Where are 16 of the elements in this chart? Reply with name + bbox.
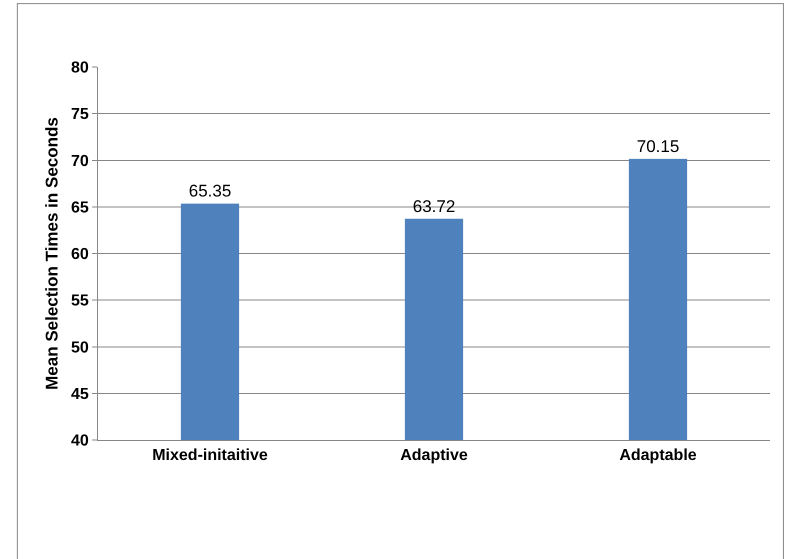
y-tick-label: 60 [71, 246, 89, 264]
y-tick-label: 70 [71, 152, 89, 170]
data-label: 63.72 [412, 196, 456, 216]
y-tick-label: 45 [71, 386, 89, 403]
x-tick-label: Mixed-initaitive [152, 447, 268, 464]
y-tick-label: 65 [71, 199, 89, 216]
y-tick-label: 55 [71, 292, 89, 310]
y-tick-label: 75 [71, 106, 89, 124]
x-tick-label: Adaptive [400, 447, 468, 464]
y-tick-label: 50 [71, 339, 89, 356]
y-axis-title: Mean Selection Times in Seconds [42, 117, 62, 390]
data-label: 70.15 [636, 136, 680, 156]
y-tick-label: 80 [71, 60, 89, 77]
x-tick-label: Adaptable [619, 447, 697, 464]
y-tick-label: 40 [71, 432, 89, 450]
data-label: 65.35 [188, 182, 232, 201]
